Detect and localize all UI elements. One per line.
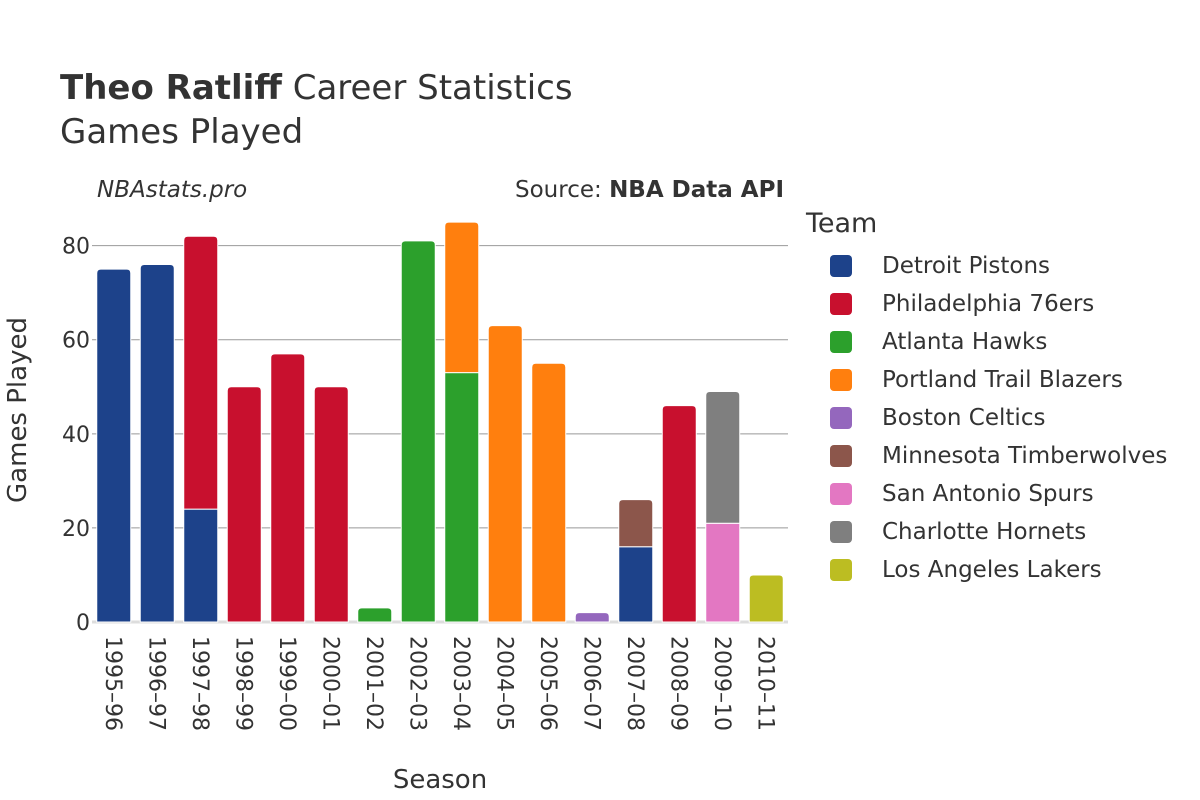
legend-label: San Antonio Spurs [882, 481, 1094, 507]
bar-segment[interactable] [618, 499, 654, 548]
x-tick-label: 2001–02 [361, 636, 386, 731]
x-tick-label: 2007–08 [622, 636, 647, 731]
x-tick-label: 2009–10 [709, 636, 734, 731]
legend-item[interactable]: Charlotte Hornets [806, 513, 1167, 551]
title-rest: Career Statistics [281, 68, 573, 108]
bar-segment[interactable] [96, 268, 132, 623]
y-tick-labels: 0 20 40 60 80 [62, 235, 90, 636]
bar-segment[interactable] [400, 240, 436, 623]
x-tick-label: 1997–98 [187, 636, 212, 731]
bar-segment[interactable] [618, 546, 654, 623]
bar-segment[interactable] [313, 386, 349, 623]
legend-item[interactable]: Los Angeles Lakers [806, 551, 1167, 589]
x-tick-label: 2004–05 [491, 636, 516, 731]
legend-title: Team [806, 208, 878, 239]
bar-segment[interactable] [444, 372, 480, 623]
bar-segment[interactable] [705, 522, 741, 623]
x-tick-label: 2005–06 [535, 636, 560, 731]
x-tick-labels: 1995–96 1996–97 1997–98 1998–99 1999–00 2000–… [100, 636, 778, 731]
legend-label: Minnesota Timberwolves [882, 443, 1168, 469]
legend-label: Boston Celtics [882, 405, 1046, 431]
y-axis-label: Games Played [3, 317, 33, 503]
legend-item[interactable]: Philadelphia 76ers [806, 285, 1167, 323]
legend-label: Portland Trail Blazers [882, 367, 1123, 393]
x-tick-label: 1999–00 [274, 636, 299, 731]
bar-segment[interactable] [531, 362, 567, 623]
legend-label: Charlotte Hornets [882, 519, 1087, 545]
bar-segment[interactable] [748, 574, 784, 623]
bar-segment[interactable] [574, 612, 610, 623]
bar-segment[interactable] [183, 235, 219, 510]
legend-item[interactable]: Atlanta Hawks [806, 323, 1167, 361]
legend-label: Detroit Pistons [882, 253, 1051, 279]
legend-swatch [830, 369, 852, 391]
bars [96, 221, 784, 623]
x-tick-label: 2008–09 [665, 636, 690, 731]
x-tick-label: 2003–04 [448, 636, 473, 731]
legend-swatch [830, 293, 852, 315]
y-tick-label: 60 [62, 329, 90, 354]
legend-item[interactable]: Detroit Pistons [806, 247, 1167, 285]
y-tick-label: 0 [76, 611, 90, 636]
x-tick-label: 1996–97 [143, 636, 168, 731]
bar-segment[interactable] [226, 386, 262, 623]
y-tick-label: 80 [62, 235, 90, 260]
legend-swatch [830, 331, 852, 353]
legend-items: Detroit Pistons Philadelphia 76ers Atlanta… [806, 247, 1167, 589]
legend-item[interactable]: Minnesota Timberwolves [806, 437, 1167, 475]
legend-swatch [830, 445, 852, 467]
x-axis-label: Season [393, 765, 487, 795]
legend-swatch [830, 559, 852, 581]
source-name: NBA Data API [609, 177, 784, 203]
legend-item[interactable]: Boston Celtics [806, 399, 1167, 437]
x-tick-label: 2010–11 [752, 636, 777, 731]
legend: Team Detroit Pistons Philadelphia 76ers At… [806, 208, 1167, 589]
legend-swatch [830, 483, 852, 505]
x-tick-label: 1995–96 [100, 636, 125, 731]
legend-swatch [830, 407, 852, 429]
bar-segment[interactable] [270, 353, 306, 623]
legend-swatch [830, 521, 852, 543]
legend-swatch [830, 255, 852, 277]
x-tick-label: 2006–07 [578, 636, 603, 731]
chart-subtitle: Games Played [60, 112, 304, 152]
bar-segment[interactable] [357, 607, 393, 623]
bar-segment[interactable] [139, 263, 175, 623]
source-prefix: Source: [515, 177, 610, 203]
chart-title: Theo Ratliff Career Statistics [60, 66, 573, 110]
legend-item[interactable]: San Antonio Spurs [806, 475, 1167, 513]
x-tick-label: 2000–01 [317, 636, 342, 731]
bar-segment[interactable] [444, 221, 480, 374]
bar-segment[interactable] [661, 405, 697, 623]
y-tick-label: 20 [62, 517, 90, 542]
watermark: NBAstats.pro [97, 177, 248, 203]
legend-item[interactable]: Portland Trail Blazers [806, 361, 1167, 399]
legend-label: Philadelphia 76ers [882, 291, 1095, 317]
player-name: Theo Ratliff [60, 68, 282, 108]
bar-segment[interactable] [705, 390, 741, 524]
legend-label: Los Angeles Lakers [882, 557, 1102, 583]
bar-segment[interactable] [183, 508, 219, 623]
x-tick-label: 2002–03 [404, 636, 429, 731]
bar-segment[interactable] [487, 325, 523, 623]
y-tick-label: 40 [62, 423, 90, 448]
source-note: Source: NBA Data API [515, 177, 784, 203]
x-tick-label: 1998–99 [230, 636, 255, 731]
legend-label: Atlanta Hawks [882, 329, 1048, 355]
